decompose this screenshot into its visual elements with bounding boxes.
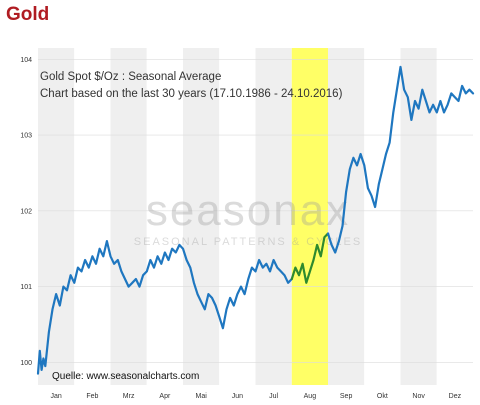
highlight-august [291, 48, 328, 385]
month-band-nov [400, 48, 437, 385]
x-tick-label-aug: Aug [304, 393, 317, 400]
y-tick-label-104: 104 [20, 57, 32, 64]
x-tick-label-sep: Sep [340, 393, 353, 400]
y-tick-label-102: 102 [20, 208, 32, 215]
y-tick-label-103: 103 [20, 133, 32, 140]
month-band-sep [328, 48, 365, 385]
x-tick-label-dez: Dez [449, 393, 462, 400]
series-line-after-highlight [326, 65, 475, 254]
series-line-before-highlight [36, 240, 293, 375]
month-band-feb [74, 48, 111, 385]
x-tick-label-feb: Feb [86, 393, 98, 400]
month-band-mrz [110, 48, 147, 385]
watermark-subtext: SEASONAL PATTERNS & CYCLES [134, 236, 362, 248]
watermark-text: seasonax [146, 186, 350, 235]
x-tick-label-mai: Mai [195, 393, 207, 400]
page-title: Gold [6, 4, 50, 25]
grid-lines [38, 59, 473, 363]
y-tick-label-101: 101 [20, 284, 32, 291]
series-group [36, 65, 475, 375]
month-band-jan [38, 48, 75, 385]
x-tick-label-nov: Nov [412, 393, 425, 400]
month-band-dez [436, 48, 473, 385]
chart-title: Gold Spot $/Oz : Seasonal Average [40, 71, 221, 83]
month-band-jul [255, 48, 292, 385]
y-tick-label-100: 100 [20, 360, 32, 367]
x-tick-label-mrz: Mrz [123, 393, 135, 400]
x-tick-label-apr: Apr [159, 393, 171, 400]
x-tick-label-jun: Jun [232, 393, 243, 400]
series-line-highlight [290, 232, 330, 284]
x-tick-label-jul: Jul [269, 393, 278, 400]
x-tick-label-okt: Okt [377, 393, 388, 400]
x-tick-label-jan: Jan [50, 393, 61, 400]
x-axis: Jan Feb Mrz Apr Mai Jun Jul Aug Sep Okt Nov Dez [50, 393, 461, 400]
month-band-mai [183, 48, 220, 385]
watermark: seasonax SEASONAL PATTERNS & CYCLES [134, 186, 362, 248]
y-axis: 100 101 102 103 104 [20, 57, 32, 367]
month-band-jun [219, 48, 256, 385]
source-label: Quelle: www.seasonalcharts.com [52, 371, 199, 382]
chart-subtitle: Chart based on the last 30 years (17.10.… [40, 88, 343, 100]
month-band-apr [146, 48, 183, 385]
